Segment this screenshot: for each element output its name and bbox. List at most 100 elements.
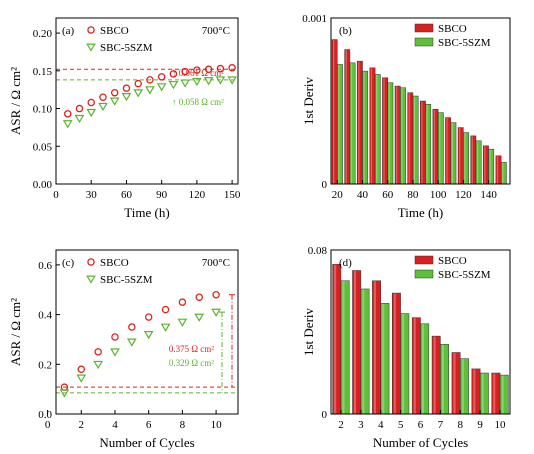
data-point <box>168 80 179 90</box>
x-tick-label: 3 <box>358 419 364 431</box>
y-tick-label: 0.10 <box>33 104 53 116</box>
data-point <box>160 323 171 332</box>
data-point <box>121 93 132 102</box>
data-point <box>169 70 178 78</box>
data-point <box>143 331 154 340</box>
x-tick-label: 150 <box>224 189 241 201</box>
bar-highlight <box>481 373 484 414</box>
y-tick-label: 0.001 <box>302 13 327 25</box>
bar-highlight <box>501 375 504 414</box>
data-point <box>93 360 103 370</box>
legend-swatch-sbco <box>414 255 434 265</box>
bar-sbco <box>495 155 502 185</box>
bar-sbc-5szm <box>337 64 343 185</box>
panel-label: (a) <box>62 25 75 37</box>
annotation-red: ↑ 0.061 Ω cm² <box>172 68 224 78</box>
bar-sbco <box>445 117 452 185</box>
x-tick-label: 20 <box>332 189 344 201</box>
panel-a: (a) SBCO SBC-5SZM 700°C ↑ 0.061 Ω cm² ↑ 0.058… <box>8 17 241 220</box>
panel-d: (d) SBCO SBC-5SZM 2 3 4 5 6 7 8 9 10 0 0.08 Number of … <box>301 245 511 450</box>
bar-highlight <box>453 353 456 414</box>
bar-sbco <box>369 67 376 185</box>
bar-highlight <box>402 314 405 414</box>
data-point <box>110 348 120 357</box>
legend-label-sbc-5szm: SBC-5SZM <box>100 274 153 286</box>
bar-sbc-5szm <box>340 280 350 415</box>
bar-sbco <box>451 352 461 415</box>
bar-highlight <box>362 289 365 414</box>
x-tick-label: 2 <box>79 419 85 431</box>
y-tick-label: 0.4 <box>38 310 52 322</box>
data-point <box>227 76 237 85</box>
plot-frame <box>55 17 239 185</box>
y-tick-label: 0 <box>322 179 328 191</box>
data-point <box>228 64 236 72</box>
data-point <box>216 64 225 73</box>
x-tick-label: 40 <box>357 189 369 201</box>
data-point <box>180 79 191 88</box>
data-point <box>203 77 214 86</box>
panel-label: (c) <box>62 257 75 269</box>
x-tick-label: 6 <box>146 419 152 431</box>
temperature-label: 700°C <box>202 257 230 269</box>
x-tick-label: 140 <box>480 189 497 201</box>
plot-frame <box>55 249 239 415</box>
annotation-green: 0.329 Ω cm² <box>169 358 214 368</box>
panel-c: (c) SBCO SBC-5SZM 700°C 0.375 Ω cm² 0.329 Ω c… <box>8 249 239 450</box>
data-point <box>98 102 108 112</box>
bar-sbco <box>392 292 401 415</box>
y-tick-label: 0.0 <box>38 409 52 421</box>
data-point <box>86 275 96 284</box>
bar-highlight <box>413 96 416 184</box>
bar-highlight <box>363 71 365 184</box>
plot-frame <box>330 17 511 185</box>
data-point <box>146 76 154 84</box>
data-point <box>178 298 187 306</box>
bar-sbc-5szm <box>374 74 381 185</box>
x-tick-label: 7 <box>438 419 444 431</box>
bar-sbc-5szm <box>425 104 432 185</box>
data-point <box>76 374 87 383</box>
legend-label-sbc-5szm: SBC-5SZM <box>438 269 491 281</box>
bar-sbc-5szm <box>500 162 507 185</box>
data-point <box>215 76 226 85</box>
bar-highlight <box>471 136 473 184</box>
bar-highlight <box>342 281 345 414</box>
x-axis-label: Number of Cycles <box>99 435 194 450</box>
data-point <box>133 89 144 98</box>
bar-sbc-5szm <box>362 70 369 185</box>
x-tick-label: 80 <box>407 189 419 201</box>
y-tick-label: 0.00 <box>33 179 53 191</box>
y-tick-label: 0.2 <box>38 359 52 371</box>
y-axis-label: 1st Deriv <box>301 76 316 125</box>
data-point <box>86 43 96 52</box>
bar-sbc-5szm <box>437 112 444 185</box>
bar-highlight <box>395 86 398 184</box>
data-point <box>87 26 95 34</box>
data-point <box>86 108 97 118</box>
bar-highlight <box>393 293 396 414</box>
bar-sbco <box>394 85 401 185</box>
y-axis-label: 1st Deriv <box>301 307 316 356</box>
bar-highlight <box>502 162 504 184</box>
data-point <box>144 313 153 321</box>
bar-sbco <box>491 372 501 415</box>
x-tick-label: 8 <box>180 419 186 431</box>
bar-sbco <box>407 92 414 185</box>
bar-highlight <box>413 318 416 414</box>
bar-sbc-5szm <box>460 358 469 415</box>
data-point <box>75 104 84 113</box>
temperature-label: 700°C <box>202 25 230 37</box>
x-tick-label: 10 <box>211 419 223 431</box>
data-point <box>122 84 131 92</box>
panel-label: (b) <box>339 25 352 37</box>
bar-sbco <box>431 335 441 415</box>
x-tick-label: 0 <box>45 419 51 431</box>
bar-highlight <box>373 281 376 414</box>
bar-highlight <box>421 101 423 184</box>
bar-highlight <box>350 63 353 184</box>
data-point <box>211 308 221 317</box>
y-axis-label: ASR / Ω cm² <box>8 298 23 366</box>
bar-highlight <box>332 40 335 184</box>
bar-sbco <box>372 280 381 415</box>
